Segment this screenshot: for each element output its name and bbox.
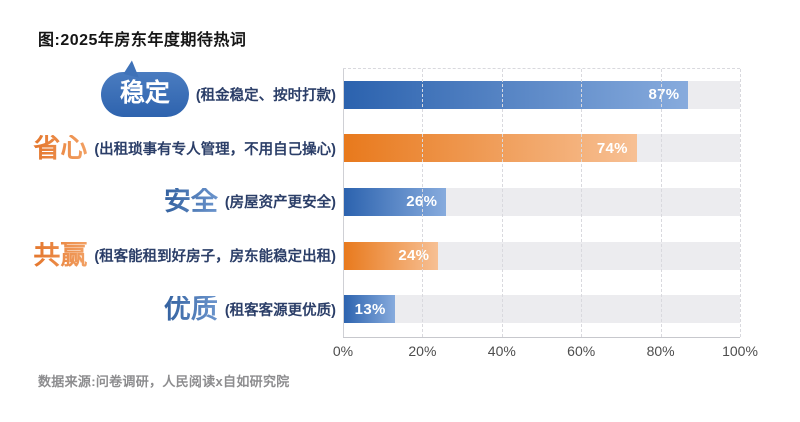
bar: 24% (343, 241, 439, 270)
x-axis-tick-label: 40% (487, 343, 516, 359)
category-description: (房屋资产更安全) (224, 195, 336, 212)
bar-cell: 24% (343, 241, 740, 270)
gridline (343, 69, 344, 337)
category-label: 共赢 (33, 240, 88, 271)
category-label: 安全 (163, 186, 218, 217)
chart-title: 图:2025年房东年度期待热词 (38, 32, 247, 49)
data-source-note: 数据来源:问卷调研，人民阅读x自如研究院 (38, 374, 290, 389)
gridline (501, 69, 503, 337)
bar-rows: 稳定 (租金稳定、按时打款) 87% 省心 (出租琐事有专人管理，不用自己操心)… (0, 68, 740, 336)
category-label: 优质 (163, 293, 218, 324)
chart-area: 稳定 (租金稳定、按时打款) 87% 省心 (出租琐事有专人管理，不用自己操心)… (0, 68, 800, 359)
category-description: (租客能租到好房子，房东能稳定出租) (94, 249, 336, 266)
x-axis-tick-label: 80% (646, 343, 675, 359)
gridline (660, 69, 662, 337)
x-axis-tick-label: 20% (408, 343, 437, 359)
category-label: 稳定 (100, 72, 189, 118)
bar-value-label: 24% (398, 247, 430, 265)
x-axis-tick-label: 60% (567, 343, 596, 359)
category-description: (租金稳定、按时打款) (195, 88, 336, 105)
bar: 26% (343, 187, 447, 216)
category-label-cell: 稳定 (租金稳定、按时打款) (0, 72, 343, 118)
chart-row: 稳定 (租金稳定、按时打款) 87% (0, 68, 740, 122)
bar-cell: 26% (343, 187, 740, 216)
bar-value-label: 26% (406, 193, 438, 211)
bar: 13% (343, 295, 395, 324)
bar-value-label: 74% (596, 139, 628, 157)
gridline (581, 69, 583, 337)
category-description: (租客客源更优质) (224, 302, 336, 319)
x-axis-tick-label: 0% (332, 343, 354, 359)
category-label-cell: 优质 (租客客源更优质) (0, 293, 343, 324)
bar-cell: 74% (343, 134, 740, 163)
bar: 87% (343, 80, 689, 109)
category-description: (出租琐事有专人管理，不用自己操心) (94, 141, 336, 158)
bar-cell: 87% (343, 80, 740, 109)
chart-row: 共赢 (租客能租到好房子，房东能稳定出租) 24% (0, 229, 740, 283)
bar-value-label: 13% (354, 300, 386, 318)
chart-row: 省心 (出租琐事有专人管理，不用自己操心) 74% (0, 122, 740, 176)
category-label-cell: 省心 (出租琐事有专人管理，不用自己操心) (0, 132, 343, 163)
bar: 74% (343, 134, 637, 163)
category-label-cell: 安全 (房屋资产更安全) (0, 188, 343, 215)
category-label-cell: 共赢 (租客能租到好房子，房东能稳定出租) (0, 242, 343, 269)
category-label: 省心 (33, 132, 88, 163)
gridline (422, 69, 424, 337)
bar-value-label: 87% (648, 86, 680, 104)
bar-cell: 13% (343, 295, 740, 324)
x-axis-line (343, 337, 740, 338)
x-axis-tick-label: 100% (722, 343, 758, 359)
plot-area: 0% 20% 40% 60% 80% 100% (333, 68, 758, 359)
bar-track (343, 295, 740, 324)
gridline (740, 69, 741, 337)
chart-row: 安全 (房屋资产更安全) 26% (0, 175, 740, 229)
chart-row: 优质 (租客客源更优质) 13% (0, 282, 740, 336)
